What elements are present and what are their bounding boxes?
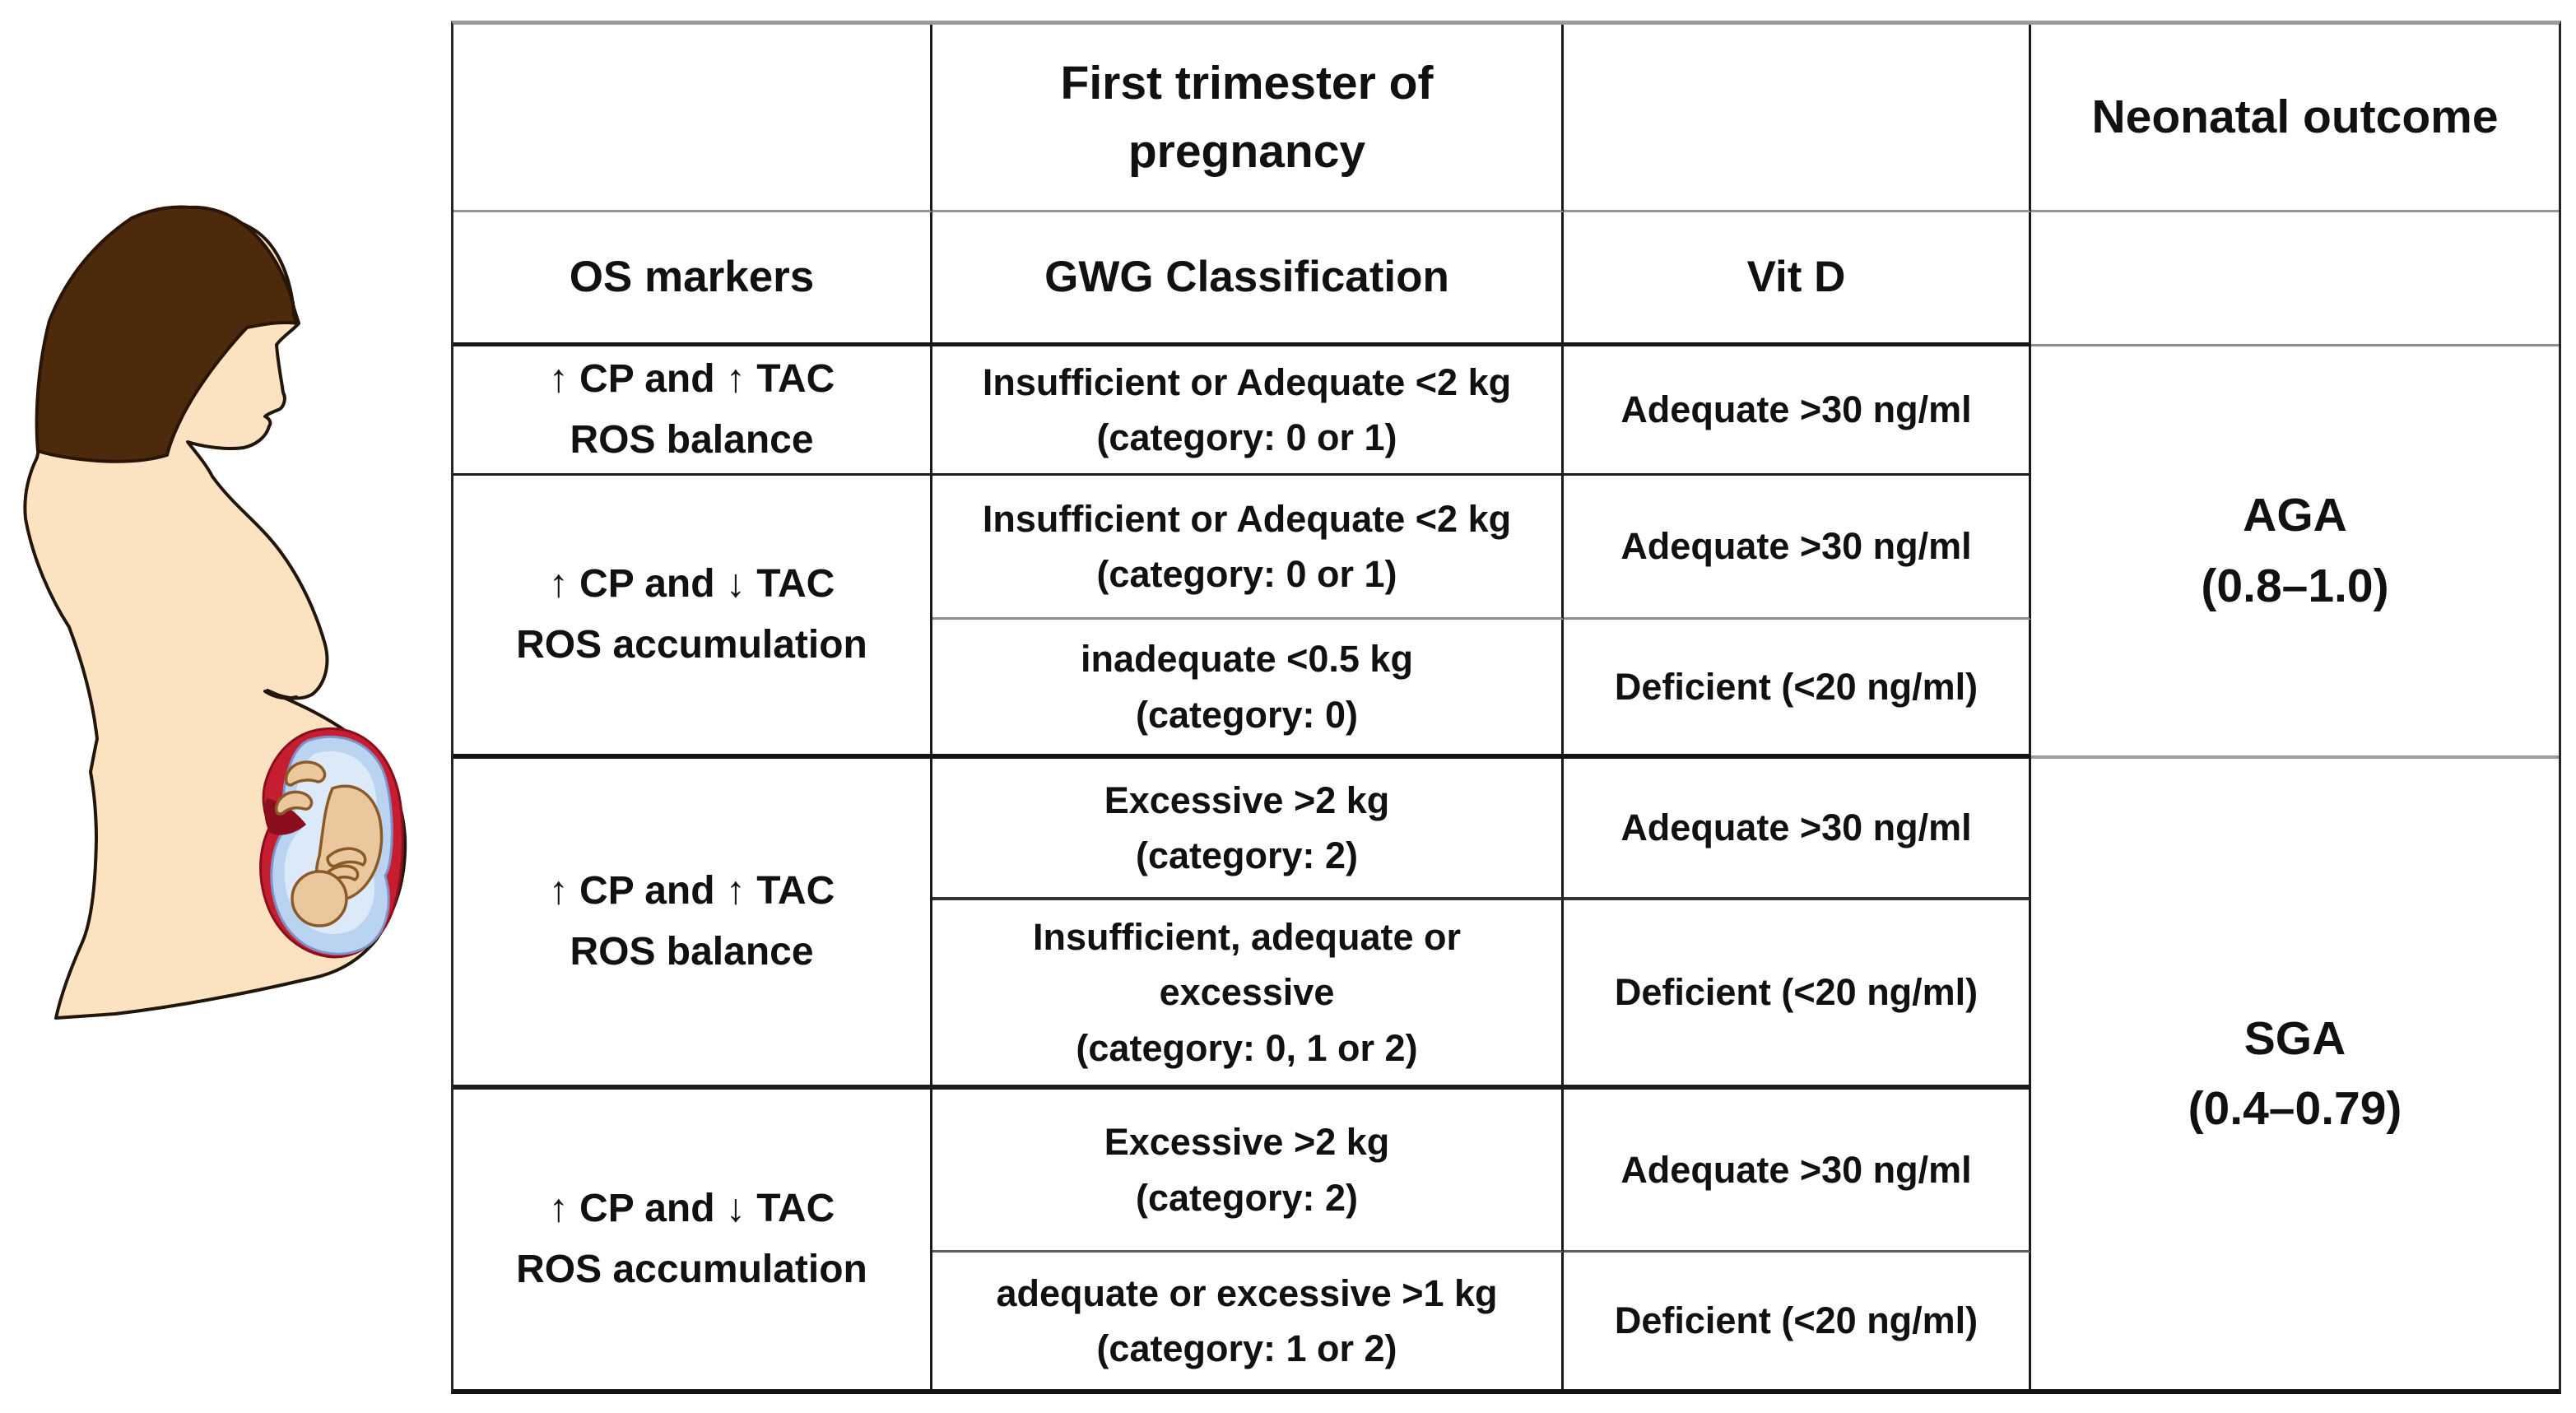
cell-vitd-row2: Adequate >30 ng/ml (1564, 476, 2031, 620)
cell-header-gwg-classification: GWG Classification (932, 212, 1564, 346)
cell-gwg-row1: Insufficient or Adequate <2 kg (category… (932, 346, 1564, 476)
cell-os-rows45-ros-balance: ↑ CP and ↑ TAC ROS balance (453, 759, 932, 1090)
cell-gwg-row2: Insufficient or Adequate <2 kg (category… (932, 476, 1564, 620)
fetus (274, 760, 384, 927)
breast-crease-line (263, 690, 298, 700)
fetus-arm (284, 760, 327, 787)
cell-vitd-row3: Deficient (<20 ng/ml) (1564, 620, 2031, 759)
woman-hair (35, 205, 300, 463)
cell-vitd-row1: Adequate >30 ng/ml (1564, 346, 2031, 476)
cell-vitd-row5: Deficient (<20 ng/ml) (1564, 900, 2031, 1090)
cell-os-rows23-ros-accumulation: ↑ CP and ↓ TAC ROS accumulation (453, 476, 932, 759)
fetus-leg (326, 847, 367, 868)
cell-vitd-row7: Deficient (<20 ng/ml) (1564, 1253, 2031, 1389)
cell-gwg-row5: Insufficient, adequate or excessive (cat… (932, 900, 1564, 1090)
cell-vitd-row4: Adequate >30 ng/ml (1564, 759, 2031, 900)
cell-header-first-trimester: First trimester of pregnancy (932, 25, 1564, 212)
cell-header-blank-vitd-top (1564, 25, 2031, 212)
cell-header-neonatal-outcome: Neonatal outcome (2031, 25, 2559, 212)
pregnant-woman-svg (23, 205, 407, 1020)
outcome-table: First trimester of pregnancy Neonatal ou… (451, 21, 2561, 1394)
cell-outcome-aga: AGA (0.8–1.0) (2031, 346, 2559, 759)
pregnant-woman-illustration (0, 0, 449, 1409)
fetus-arm-2 (274, 790, 314, 816)
cell-gwg-row7: adequate or excessive >1 kg (category: 1… (932, 1253, 1564, 1389)
cell-corner-blank (453, 25, 932, 212)
cell-vitd-row6: Adequate >30 ng/ml (1564, 1090, 2031, 1253)
cell-gwg-row3: inadequate <0.5 kg (category: 0) (932, 620, 1564, 759)
cell-header-vit-d: Vit D (1564, 212, 2031, 346)
cell-os-row1-ros-balance: ↑ CP and ↑ TAC ROS balance (453, 346, 932, 476)
fetus-head (291, 870, 348, 927)
cell-outcome-sga: SGA (0.4–0.79) (2188, 1011, 2402, 1136)
cell-gwg-row6: Excessive >2 kg (category: 2) (932, 1090, 1564, 1253)
cell-header-blank-outcome-sub (2031, 212, 2559, 346)
cell-gwg-row4: Excessive >2 kg (category: 2) (932, 759, 1564, 900)
cell-header-os-markers: OS markers (453, 212, 932, 346)
cell-os-rows67-ros-accumulation: ↑ CP and ↓ TAC ROS accumulation (453, 1090, 932, 1389)
